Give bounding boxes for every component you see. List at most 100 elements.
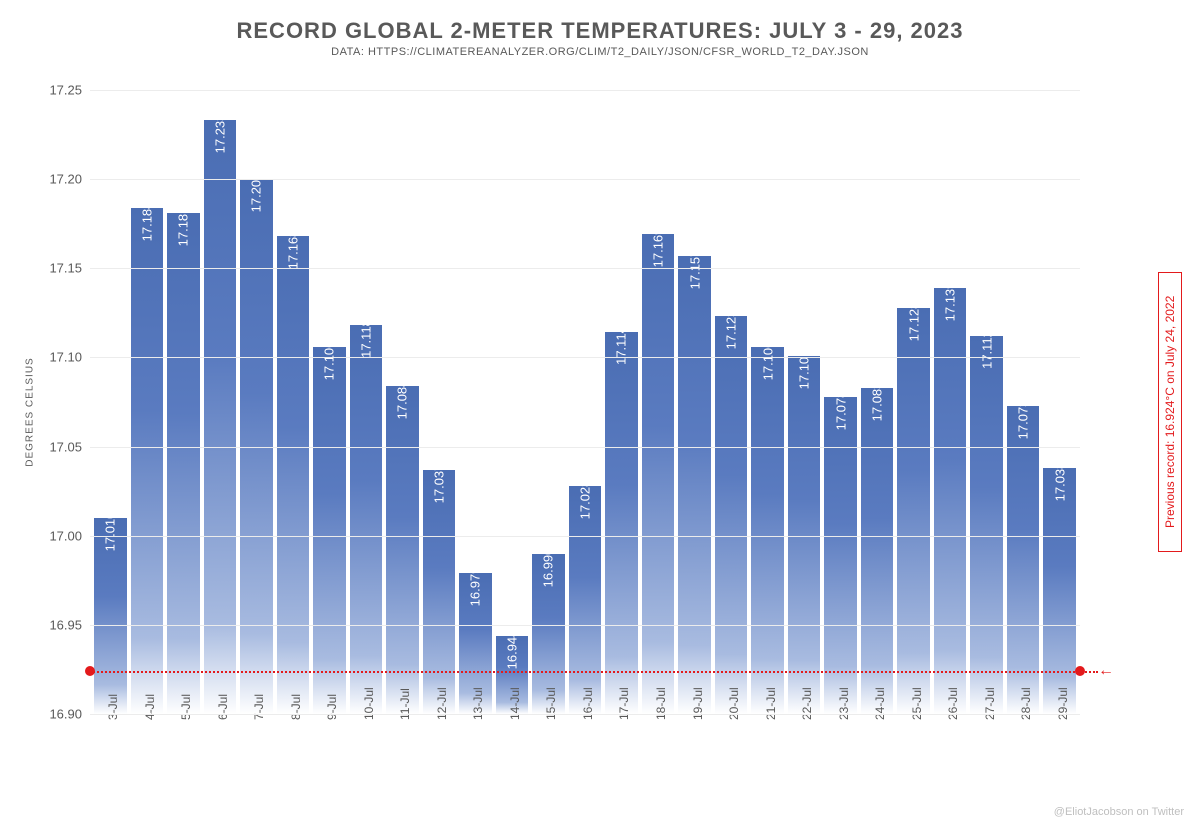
x-tick-label: 20-Jul [727, 687, 741, 720]
bar-value-label: 16.979 [468, 567, 483, 607]
bar-value-label: 16.990 [541, 547, 556, 587]
bar-value-label: 17.073 [1016, 399, 1031, 439]
x-tick-label: 25-Jul [910, 687, 924, 720]
gridline [90, 536, 1080, 537]
gridline [90, 714, 1080, 715]
x-tick-label: 29-Jul [1056, 687, 1070, 720]
gridline [90, 447, 1080, 448]
x-tick-label: 13-Jul [471, 687, 485, 720]
bar: 17.073 [1007, 406, 1040, 714]
x-tick-label: 12-Jul [435, 687, 449, 720]
x-tick-label: 22-Jul [800, 687, 814, 720]
bar-slot: 17.15719-Jul [678, 90, 711, 714]
bar-value-label: 17.184 [139, 201, 154, 241]
bar: 17.181 [167, 213, 200, 714]
gridline [90, 625, 1080, 626]
bar-value-label: 17.078 [833, 390, 848, 430]
bar-slot: 17.12320-Jul [715, 90, 748, 714]
x-tick-label: 16-Jul [581, 687, 595, 720]
bar-value-label: 17.118 [358, 319, 373, 358]
bar-value-label: 17.106 [322, 340, 337, 380]
bar-value-label: 17.114 [614, 327, 629, 366]
bar: 17.118 [350, 325, 383, 714]
bar-value-label: 17.038 [1052, 462, 1067, 502]
y-tick-label: 17.10 [49, 350, 82, 365]
chart-area: 17.0103-Jul17.1844-Jul17.1815-Jul17.2336… [90, 90, 1080, 714]
bar-slot: 17.0103-Jul [94, 90, 127, 714]
x-tick-label: 9-Jul [325, 694, 339, 720]
reference-arrow-icon: ← [1098, 662, 1114, 680]
bar-value-label: 17.084 [395, 380, 410, 420]
x-tick-label: 21-Jul [764, 687, 778, 720]
bar-slot: 17.1844-Jul [131, 90, 164, 714]
bar-slot: 17.08411-Jul [386, 90, 419, 714]
x-tick-label: 8-Jul [289, 694, 303, 720]
x-tick-label: 24-Jul [873, 687, 887, 720]
bar-slot: 17.08324-Jul [861, 90, 894, 714]
bar-slot: 16.99015-Jul [532, 90, 565, 714]
x-tick-label: 19-Jul [691, 687, 705, 720]
bar-slot: 17.02816-Jul [569, 90, 602, 714]
bar-slot: 17.03712-Jul [423, 90, 456, 714]
bar-slot: 17.07328-Jul [1007, 90, 1040, 714]
x-tick-label: 10-Jul [362, 687, 376, 720]
y-axis-label: DEGREES CELSIUS [25, 357, 36, 466]
bar-value-label: 16.944 [504, 629, 519, 669]
bar-slot: 17.2007-Jul [240, 90, 273, 714]
bar-slot: 16.97913-Jul [459, 90, 492, 714]
bar-slot: 17.11227-Jul [970, 90, 1003, 714]
bar: 17.038 [1043, 468, 1076, 714]
y-tick-label: 17.05 [49, 439, 82, 454]
bar: 17.078 [824, 397, 857, 714]
x-tick-label: 5-Jul [179, 694, 193, 720]
bar-value-label: 17.157 [687, 249, 702, 289]
bar-slot: 17.07823-Jul [824, 90, 857, 714]
bar-slot: 17.16918-Jul [642, 90, 675, 714]
plot-area: 17.0103-Jul17.1844-Jul17.1815-Jul17.2336… [90, 90, 1080, 714]
x-tick-label: 23-Jul [837, 687, 851, 720]
gridline [90, 268, 1080, 269]
x-tick-label: 18-Jul [654, 687, 668, 720]
bar: 17.028 [569, 486, 602, 714]
bar: 17.169 [642, 234, 675, 714]
bar: 17.128 [897, 308, 930, 714]
gridline [90, 179, 1080, 180]
bar-slot: 17.2336-Jul [204, 90, 237, 714]
bar-value-label: 17.028 [577, 479, 592, 519]
bar: 17.083 [861, 388, 894, 714]
x-tick-label: 6-Jul [216, 694, 230, 720]
x-tick-label: 3-Jul [106, 694, 120, 720]
reference-dot-right [1075, 666, 1085, 676]
bar-value-label: 17.128 [906, 301, 921, 341]
bars-container: 17.0103-Jul17.1844-Jul17.1815-Jul17.2336… [90, 90, 1080, 714]
y-tick-label: 17.25 [49, 83, 82, 98]
bar-value-label: 17.123 [724, 310, 739, 350]
x-tick-label: 7-Jul [252, 694, 266, 720]
bar: 17.168 [277, 236, 310, 714]
bar-slot: 17.1688-Jul [277, 90, 310, 714]
bar-slot: 17.11810-Jul [350, 90, 383, 714]
bar: 17.084 [386, 386, 419, 714]
bar-slot: 17.1069-Jul [313, 90, 346, 714]
bar-value-label: 17.169 [650, 228, 665, 268]
y-tick-label: 17.15 [49, 261, 82, 276]
bar-value-label: 17.112 [979, 330, 994, 369]
reference-line [90, 671, 1098, 673]
bar-value-label: 17.010 [103, 512, 118, 552]
attribution-text: @EliotJacobson on Twitter [1054, 806, 1184, 818]
bar: 17.112 [970, 336, 1003, 714]
bar: 17.037 [423, 470, 456, 714]
bar: 17.123 [715, 316, 748, 714]
gridline [90, 90, 1080, 91]
bar-slot: 16.94414-Jul [496, 90, 529, 714]
bar-slot: 17.13926-Jul [934, 90, 967, 714]
chart-subtitle: DATA: HTTPS://CLIMATEREANALYZER.ORG/CLIM… [0, 44, 1200, 58]
bar: 17.157 [678, 256, 711, 714]
gridline [90, 357, 1080, 358]
x-tick-label: 26-Jul [946, 687, 960, 720]
bar: 17.106 [751, 347, 784, 714]
x-tick-label: 11-Jul [398, 688, 412, 720]
bar-value-label: 17.139 [943, 282, 958, 322]
chart-title: RECORD GLOBAL 2-METER TEMPERATURES: JULY… [0, 0, 1200, 44]
bar: 17.106 [313, 347, 346, 714]
